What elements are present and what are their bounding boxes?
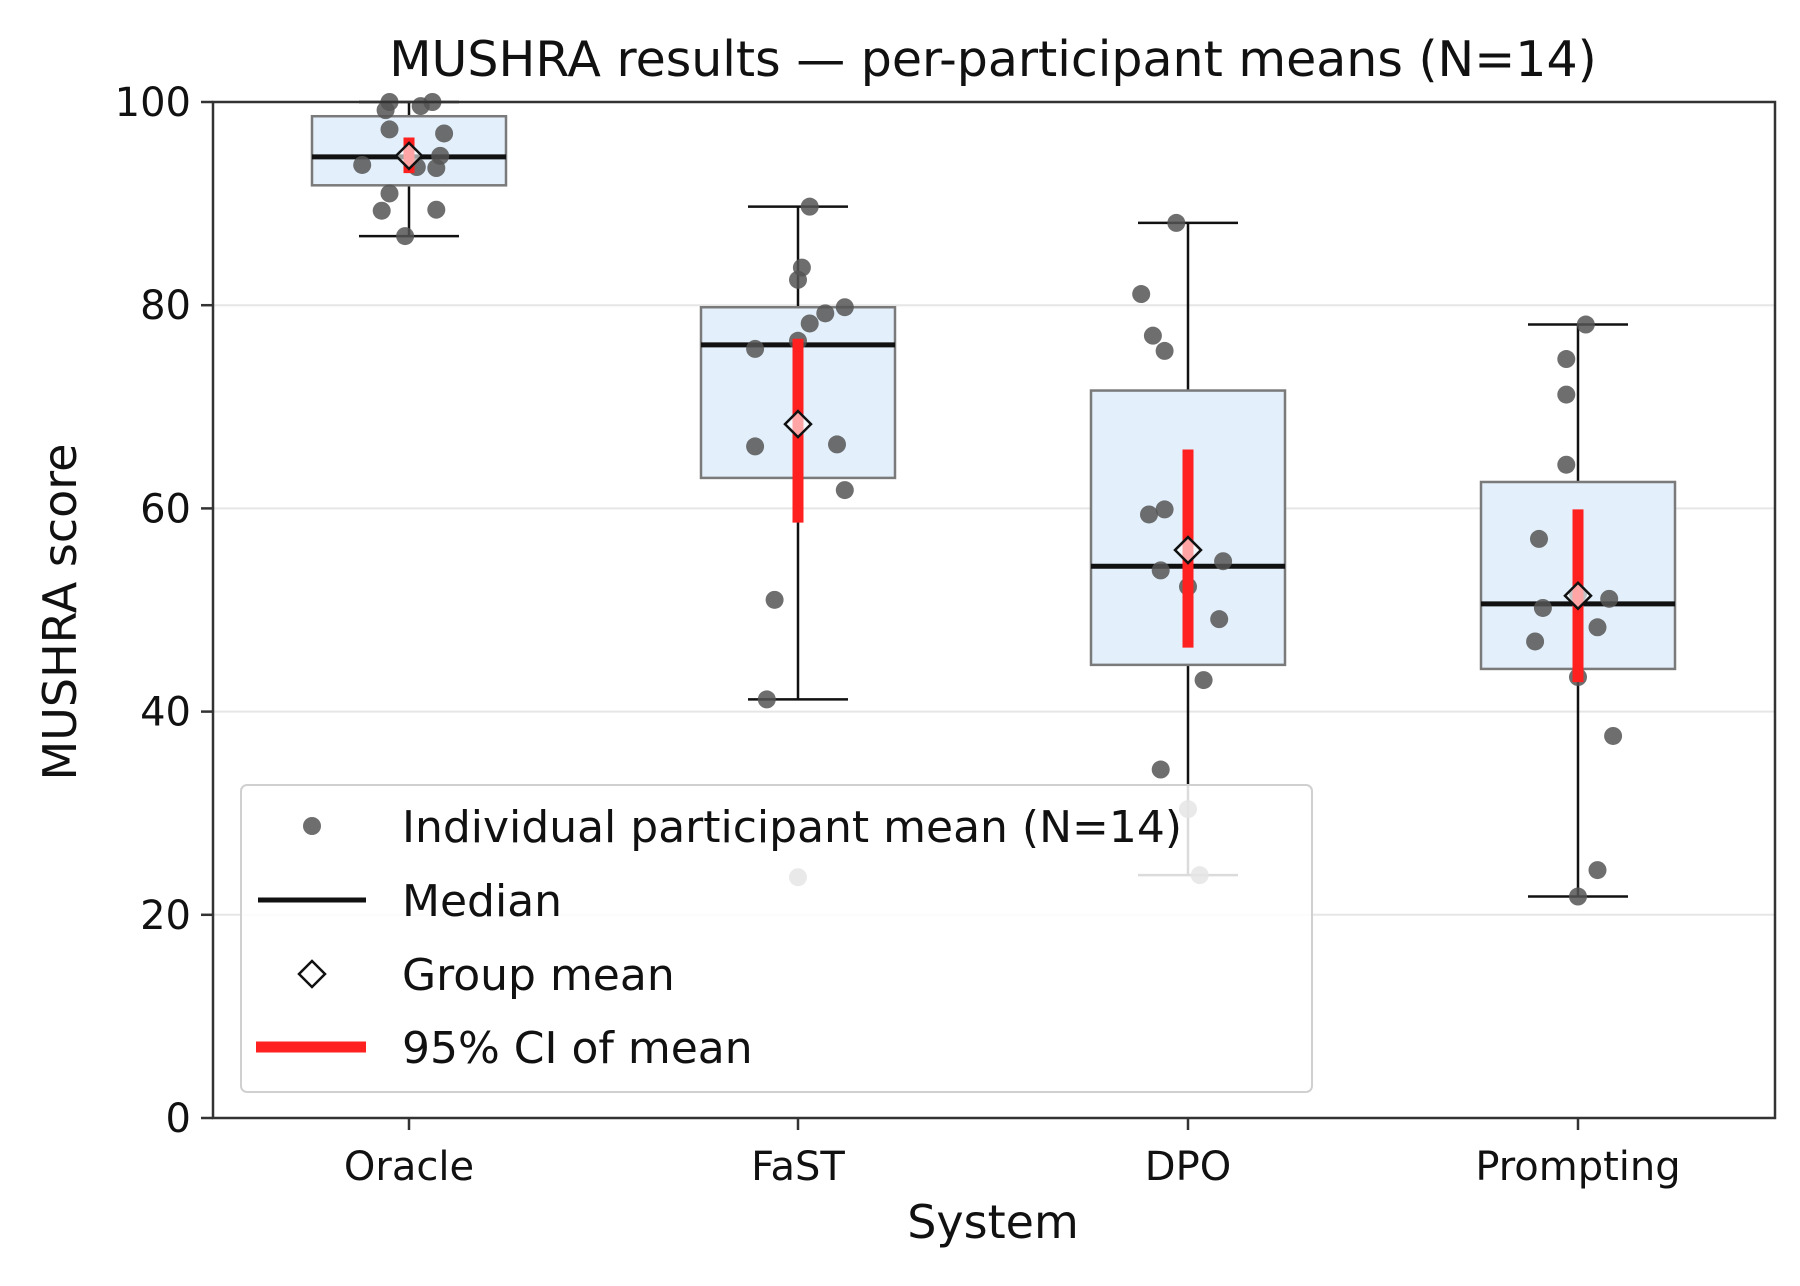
mean-marker (1563, 581, 1593, 611)
participant-point (1194, 671, 1213, 690)
participant-point (765, 590, 784, 609)
participant-point (353, 155, 372, 174)
plot-frame (211, 100, 1777, 1120)
participant-point (757, 690, 776, 709)
y-axis-label: MUSHRA score (33, 444, 87, 781)
participant-point (1576, 315, 1595, 334)
y-tick-label: 40 (140, 690, 191, 736)
legend-label: 95% CI of mean (402, 1023, 753, 1074)
participant-point (746, 339, 765, 358)
y-tick-label: 100 (115, 80, 191, 126)
participant-point (800, 197, 819, 216)
participant-point (427, 200, 446, 219)
participant-point (1526, 632, 1545, 651)
participant-point (380, 120, 399, 139)
participant-point (1151, 561, 1170, 580)
participant-point (1600, 589, 1619, 608)
participant-point (1132, 285, 1151, 304)
participant-point (1143, 326, 1162, 345)
participant-point (1604, 726, 1623, 745)
participant-point (1140, 505, 1158, 524)
participant-point (1167, 213, 1186, 232)
participant-point (396, 227, 415, 246)
x-tick-label: FaST (751, 1144, 845, 1190)
participant-point (435, 124, 454, 143)
y-tick-label: 60 (140, 486, 191, 532)
participant-point (431, 146, 450, 165)
y-tick-label: 80 (140, 283, 191, 329)
participant-point (1569, 887, 1587, 906)
participant-point (1588, 861, 1607, 880)
x-tick-label: DPO (1145, 1144, 1231, 1190)
participant-point (1155, 500, 1174, 519)
participant-point (828, 435, 846, 454)
participant-point (746, 437, 765, 456)
participant-point (1155, 341, 1174, 360)
legend-box (240, 784, 1313, 1093)
mean-marker (394, 141, 424, 171)
participant-point (1151, 760, 1170, 779)
mean-marker (783, 409, 813, 439)
participant-point (1557, 385, 1576, 404)
legend-label: Group mean (402, 950, 675, 1001)
participant-point (835, 298, 854, 317)
participant-point (835, 481, 854, 500)
participant-point (372, 201, 391, 220)
mean-marker (1173, 535, 1203, 565)
participant-point (1533, 598, 1552, 617)
legend-mean-marker (297, 959, 327, 989)
participant-point (1530, 529, 1548, 548)
x-axis-label: System (907, 1195, 1079, 1249)
participant-point (1557, 455, 1576, 474)
participant-point (1557, 350, 1576, 369)
participant-point (1588, 618, 1607, 637)
chart-title: MUSHRA results — per-participant means (… (389, 31, 1597, 88)
participant-point (816, 304, 835, 323)
x-tick-label: Prompting (1475, 1144, 1680, 1190)
x-tick-label: Oracle (344, 1144, 474, 1190)
participant-point (1214, 552, 1233, 571)
y-tick-label: 20 (140, 893, 191, 939)
y-tick-label: 0 (166, 1096, 191, 1142)
legend-label: Individual participant mean (N=14) (402, 802, 1182, 853)
participant-point (380, 184, 399, 203)
legend-label: Median (402, 876, 562, 927)
participant-point (792, 258, 811, 277)
participant-point (800, 314, 819, 333)
legend-points-marker (303, 817, 321, 835)
participant-point (1210, 610, 1229, 629)
